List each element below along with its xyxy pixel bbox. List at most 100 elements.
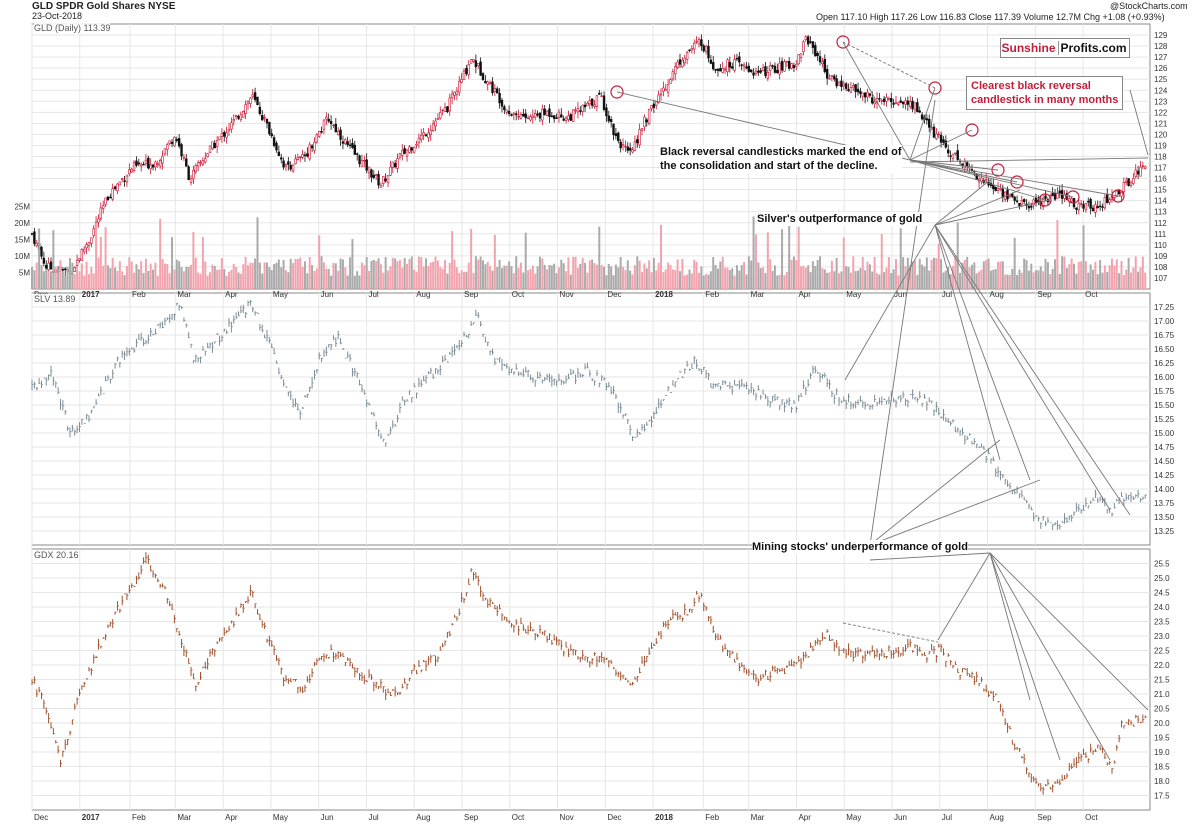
volume-bar bbox=[626, 260, 629, 289]
volume-bar bbox=[90, 267, 93, 289]
slv-tick-label: 15.25 bbox=[1154, 415, 1175, 424]
gld-candle-body bbox=[365, 159, 368, 171]
gld-candle-body bbox=[109, 196, 112, 199]
gld-candle-body bbox=[479, 61, 482, 76]
x-tick-label: Feb bbox=[132, 290, 146, 299]
gld-candle-body bbox=[579, 110, 582, 112]
gld-candle-body bbox=[296, 156, 300, 160]
volume-bar bbox=[614, 264, 617, 289]
volume-bar bbox=[493, 234, 496, 289]
volume-bar bbox=[123, 275, 126, 289]
gld-candle-body bbox=[693, 42, 696, 50]
gld-candle-body bbox=[954, 152, 957, 155]
volume-bar bbox=[607, 264, 610, 289]
volume-bar bbox=[441, 268, 444, 289]
slv-tick-label: 15.50 bbox=[1154, 401, 1175, 410]
x-tick-label: Apr bbox=[225, 813, 238, 822]
volume-bar bbox=[840, 271, 843, 289]
pointer-line-miners bbox=[989, 552, 1031, 701]
gld-tick-label: 118 bbox=[1154, 153, 1167, 162]
gld-candle-body bbox=[892, 102, 895, 105]
volume-bar bbox=[940, 259, 943, 289]
volume-bar bbox=[631, 274, 634, 289]
volume-bar bbox=[175, 259, 178, 289]
volume-bar bbox=[826, 272, 829, 289]
volume-bar bbox=[873, 256, 876, 289]
volume-bar bbox=[311, 265, 314, 289]
volume-bar bbox=[790, 259, 793, 289]
gld-candle-body bbox=[280, 157, 283, 160]
volume-bar bbox=[349, 257, 352, 289]
volume-bar bbox=[750, 260, 753, 289]
gld-candle-body bbox=[429, 129, 432, 136]
volume-bar bbox=[1006, 274, 1009, 289]
gld-tick-label: 129 bbox=[1154, 31, 1168, 40]
volume-tick-label: 15M bbox=[14, 236, 30, 245]
volume-bar bbox=[769, 259, 772, 289]
volume-bar bbox=[902, 257, 905, 289]
volume-bar bbox=[985, 259, 988, 289]
gdx-tick-label: 23.0 bbox=[1154, 632, 1170, 641]
gld-candle-body bbox=[213, 142, 216, 149]
gld-candle-body bbox=[431, 123, 435, 132]
slv-tick-label: 13.25 bbox=[1154, 527, 1175, 536]
volume-bar bbox=[1134, 256, 1137, 289]
volume-bar bbox=[913, 260, 916, 289]
volume-bar bbox=[256, 217, 259, 289]
gld-candle-body bbox=[234, 115, 238, 117]
gdx-tick-label: 17.5 bbox=[1154, 792, 1170, 801]
gld-candle-body bbox=[488, 82, 492, 84]
volume-bar bbox=[660, 224, 663, 289]
gld-candle-body bbox=[545, 110, 549, 116]
volume-bar bbox=[152, 269, 155, 289]
gld-candle-body bbox=[49, 261, 53, 270]
volume-bar bbox=[970, 264, 973, 289]
volume-bar bbox=[517, 268, 520, 289]
volume-bar bbox=[1058, 273, 1061, 289]
volume-bar bbox=[819, 256, 822, 289]
gld-candle-body bbox=[446, 106, 449, 113]
gld-candle-body bbox=[1098, 205, 1102, 208]
gld-candle-body bbox=[712, 62, 715, 70]
gld-candle-body bbox=[239, 114, 243, 120]
reversal-marker-circle bbox=[1038, 193, 1052, 207]
gld-candle-body bbox=[605, 107, 608, 117]
volume-bar bbox=[254, 258, 257, 289]
slv-tick-label: 13.75 bbox=[1154, 499, 1175, 508]
volume-bar bbox=[1125, 269, 1128, 289]
gld-candle-body bbox=[814, 45, 817, 57]
volume-bar bbox=[864, 270, 867, 289]
pointer-line-reversal bbox=[909, 159, 1074, 198]
gld-candle-body bbox=[996, 188, 1000, 191]
gld-candle-body bbox=[120, 178, 124, 180]
gld-candle-body bbox=[947, 149, 950, 154]
volume-bar bbox=[871, 271, 874, 289]
slv-tick-label: 14.50 bbox=[1154, 457, 1175, 466]
gld-candle-body bbox=[790, 63, 793, 69]
gld-candle-body bbox=[984, 179, 988, 181]
volume-bar bbox=[605, 275, 608, 289]
volume-bar bbox=[1032, 272, 1035, 289]
gld-candle-body bbox=[104, 197, 107, 205]
volume-bar bbox=[999, 261, 1002, 289]
gld-candle-body bbox=[30, 233, 34, 235]
gld-candle-body bbox=[726, 59, 729, 72]
volume-bar bbox=[121, 271, 124, 289]
volume-bar bbox=[38, 228, 41, 289]
volume-bar bbox=[731, 268, 734, 289]
volume-bar bbox=[1082, 225, 1085, 289]
volume-bar bbox=[641, 271, 644, 289]
gld-candle-body bbox=[106, 196, 110, 201]
volume-bar bbox=[57, 270, 60, 289]
volume-bar bbox=[538, 256, 541, 289]
volume-bar bbox=[678, 271, 681, 289]
gld-candle-body bbox=[1084, 203, 1088, 211]
gld-candle-body bbox=[78, 258, 81, 261]
gld-candle-body bbox=[714, 68, 717, 71]
volume-bar bbox=[695, 261, 698, 289]
logo-sunshine: Sunshine bbox=[1001, 41, 1056, 55]
volume-bar bbox=[728, 270, 731, 289]
pointer-line-miners bbox=[989, 552, 1061, 761]
volume-bar bbox=[747, 256, 750, 289]
gld-candle-body bbox=[529, 116, 532, 121]
